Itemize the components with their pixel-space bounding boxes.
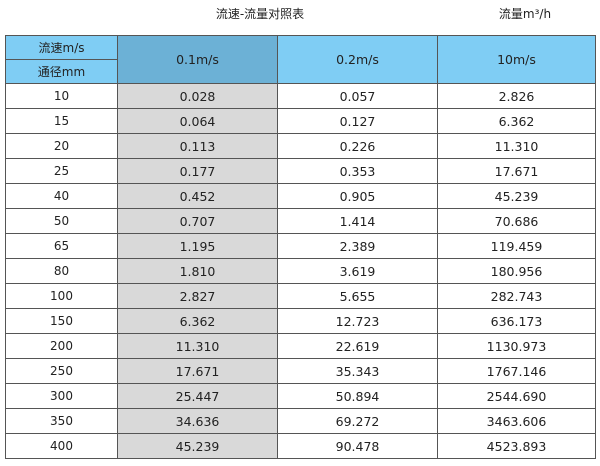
diameter-cell: 50: [5, 208, 118, 234]
diameter-cell: 400: [5, 433, 118, 459]
flow-cell: 4523.893: [437, 433, 596, 459]
flow-cell: 1.195: [117, 233, 278, 259]
flow-cell: 70.686: [437, 208, 596, 234]
diameter-cell: 100: [5, 283, 118, 309]
diameter-cell: 40: [5, 183, 118, 209]
diameter-cell: 200: [5, 333, 118, 359]
flow-cell: 282.743: [437, 283, 596, 309]
flow-cell: 34.636: [117, 408, 278, 434]
table-title: 流速-流量对照表: [215, 7, 305, 21]
table-row: 10 0.028 0.057 2.826: [5, 83, 596, 109]
diameter-cell: 25: [5, 158, 118, 184]
table-row: 400 45.239 90.478 4523.893: [5, 433, 596, 459]
flow-cell: 2.826: [437, 83, 596, 109]
flow-cell: 3463.606: [437, 408, 596, 434]
flow-cell: 12.723: [277, 308, 438, 334]
flow-cell: 17.671: [437, 158, 596, 184]
flow-cell: 0.905: [277, 183, 438, 209]
header-row: 通径mm: [5, 59, 596, 84]
flow-cell: 6.362: [437, 108, 596, 134]
table-row: 25 0.177 0.353 17.671: [5, 158, 596, 184]
flow-cell: 0.113: [117, 133, 278, 159]
table-row: 200 11.310 22.619 1130.973: [5, 333, 596, 359]
flow-cell: 3.619: [277, 258, 438, 284]
table-row: 350 34.636 69.272 3463.606: [5, 408, 596, 434]
flow-cell: 0.177: [117, 158, 278, 184]
flow-cell: 0.707: [117, 208, 278, 234]
diameter-cell: 65: [5, 233, 118, 259]
header-row: 流速m/s 0.1m/s 0.2m/s 10m/s: [5, 35, 596, 84]
diameter-header: 通径mm: [5, 59, 118, 84]
table-row: 20 0.113 0.226 11.310: [5, 133, 596, 159]
flow-cell: 0.226: [277, 133, 438, 159]
table-row: 150 6.362 12.723 636.173: [5, 308, 596, 334]
flow-cell: 2.827: [117, 283, 278, 309]
flow-cell: 1.414: [277, 208, 438, 234]
flow-cell: 1130.973: [437, 333, 596, 359]
unit-label: 流量m³/h: [498, 7, 552, 21]
diameter-cell: 15: [5, 108, 118, 134]
column-header: 0.2m/s: [277, 35, 438, 84]
table-row: 50 0.707 1.414 70.686: [5, 208, 596, 234]
flow-cell: 0.127: [277, 108, 438, 134]
diameter-cell: 80: [5, 258, 118, 284]
table-row: 80 1.810 3.619 180.956: [5, 258, 596, 284]
flow-table: 流速m/s 0.1m/s 0.2m/s 10m/s 通径mm 10 0.028 0.…: [5, 35, 596, 459]
flow-cell: 35.343: [277, 358, 438, 384]
table-row: 300 25.447 50.894 2544.690: [5, 383, 596, 409]
flow-cell: 25.447: [117, 383, 278, 409]
flow-cell: 0.057: [277, 83, 438, 109]
column-header: 10m/s: [437, 35, 596, 84]
table-row: 40 0.452 0.905 45.239: [5, 183, 596, 209]
flow-cell: 1.810: [117, 258, 278, 284]
table-row: 250 17.671 35.343 1767.146: [5, 358, 596, 384]
diameter-cell: 300: [5, 383, 118, 409]
flow-cell: 69.272: [277, 408, 438, 434]
flow-cell: 45.239: [437, 183, 596, 209]
flow-cell: 22.619: [277, 333, 438, 359]
diameter-cell: 350: [5, 408, 118, 434]
flow-cell: 636.173: [437, 308, 596, 334]
diameter-cell: 150: [5, 308, 118, 334]
flow-cell: 5.655: [277, 283, 438, 309]
table-row: 15 0.064 0.127 6.362: [5, 108, 596, 134]
flow-cell: 2.389: [277, 233, 438, 259]
flow-cell: 11.310: [437, 133, 596, 159]
flow-cell: 2544.690: [437, 383, 596, 409]
table-row: 100 2.827 5.655 282.743: [5, 283, 596, 309]
flow-cell: 119.459: [437, 233, 596, 259]
flow-cell: 0.452: [117, 183, 278, 209]
flow-cell: 90.478: [277, 433, 438, 459]
flow-cell: 0.064: [117, 108, 278, 134]
flow-cell: 1767.146: [437, 358, 596, 384]
column-header: 0.1m/s: [117, 35, 278, 84]
diameter-cell: 250: [5, 358, 118, 384]
velocity-header: 流速m/s: [5, 35, 118, 60]
flow-cell: 0.028: [117, 83, 278, 109]
flow-cell: 11.310: [117, 333, 278, 359]
diameter-cell: 20: [5, 133, 118, 159]
table-row: 65 1.195 2.389 119.459: [5, 233, 596, 259]
flow-cell: 180.956: [437, 258, 596, 284]
flow-cell: 6.362: [117, 308, 278, 334]
flow-cell: 17.671: [117, 358, 278, 384]
flow-cell: 50.894: [277, 383, 438, 409]
flow-cell: 45.239: [117, 433, 278, 459]
flow-cell: 0.353: [277, 158, 438, 184]
diameter-cell: 10: [5, 83, 118, 109]
